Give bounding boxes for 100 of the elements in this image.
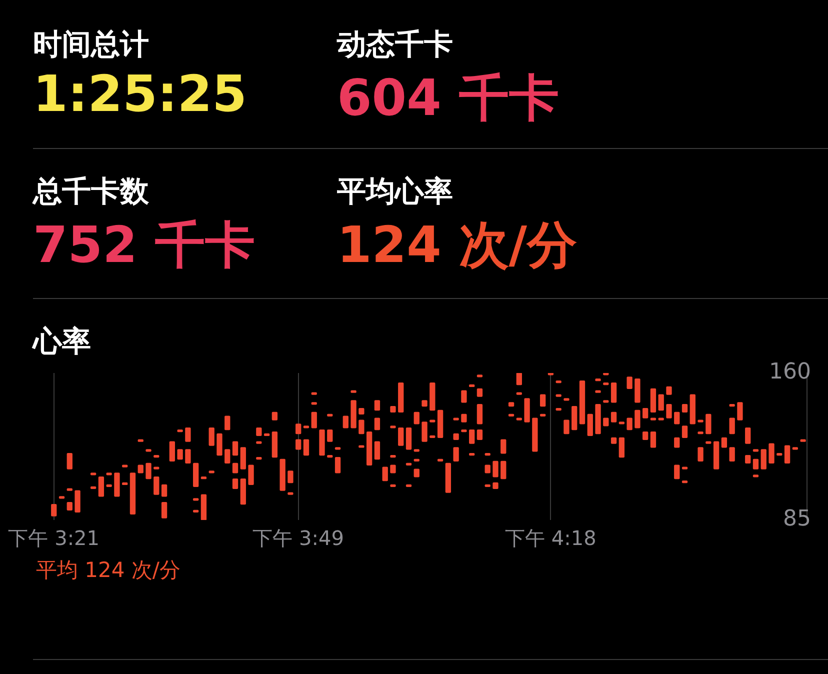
bar bbox=[240, 478, 246, 505]
bar bbox=[453, 433, 459, 440]
bar bbox=[232, 462, 238, 474]
bar bbox=[737, 402, 743, 420]
bar bbox=[66, 502, 72, 511]
x-tick-label: 下午 3:21 bbox=[8, 526, 100, 550]
bar bbox=[154, 476, 160, 495]
bar bbox=[721, 437, 728, 448]
bar bbox=[414, 412, 420, 424]
bar bbox=[634, 378, 640, 403]
bar bbox=[232, 478, 238, 489]
bar bbox=[524, 398, 530, 422]
bar bbox=[682, 404, 688, 413]
bar bbox=[603, 418, 609, 426]
bar bbox=[595, 404, 601, 434]
bar bbox=[130, 472, 136, 514]
text: 604 千卡 bbox=[337, 68, 559, 129]
bar bbox=[642, 408, 648, 418]
bar bbox=[358, 420, 364, 434]
bar bbox=[500, 439, 506, 454]
text: 总千卡数 bbox=[33, 173, 149, 210]
bar bbox=[516, 373, 522, 386]
bar bbox=[232, 441, 238, 456]
bar bbox=[422, 400, 428, 407]
bar bbox=[390, 464, 396, 474]
bar bbox=[674, 464, 680, 480]
x-tick-label: 下午 3:49 bbox=[252, 526, 344, 550]
bar bbox=[208, 428, 214, 446]
bar bbox=[74, 490, 80, 512]
bar bbox=[311, 412, 317, 428]
bar bbox=[66, 453, 72, 470]
bar bbox=[445, 462, 452, 493]
bar bbox=[216, 433, 222, 456]
bar bbox=[358, 408, 364, 414]
bar bbox=[572, 406, 578, 430]
bar bbox=[342, 416, 348, 428]
bar bbox=[224, 416, 230, 430]
bar bbox=[374, 441, 380, 460]
bar bbox=[272, 431, 278, 458]
bar bbox=[334, 456, 341, 474]
bar bbox=[768, 443, 774, 464]
bar bbox=[256, 428, 262, 436]
bar bbox=[634, 410, 640, 428]
chart-title: 心率 bbox=[33, 323, 91, 360]
bar bbox=[532, 418, 538, 452]
bar bbox=[674, 437, 680, 448]
bar bbox=[492, 460, 498, 478]
bar bbox=[650, 431, 656, 448]
bar bbox=[610, 382, 617, 403]
text: 1:25:25 bbox=[33, 65, 247, 123]
bar bbox=[784, 445, 790, 464]
bar bbox=[398, 428, 404, 446]
bar bbox=[374, 418, 380, 430]
bar bbox=[177, 449, 183, 460]
bar bbox=[618, 437, 625, 458]
bar bbox=[98, 476, 104, 497]
bar bbox=[666, 386, 672, 395]
bar bbox=[366, 431, 372, 466]
bar bbox=[476, 404, 483, 424]
bar bbox=[706, 414, 712, 434]
bar bbox=[224, 449, 230, 464]
text: 124 次/分 bbox=[337, 215, 578, 276]
bar bbox=[666, 404, 672, 418]
bar bbox=[240, 447, 246, 470]
bar bbox=[492, 482, 498, 489]
bar bbox=[192, 462, 199, 488]
bar bbox=[476, 430, 483, 440]
bar bbox=[610, 437, 617, 444]
bar bbox=[540, 394, 546, 407]
y-tick-label: 160 bbox=[769, 360, 811, 385]
bar bbox=[185, 428, 191, 442]
bar bbox=[374, 400, 380, 411]
bar bbox=[745, 454, 751, 464]
bar bbox=[642, 431, 648, 440]
bar bbox=[674, 412, 680, 424]
text: 时间总计 bbox=[33, 26, 149, 63]
bar bbox=[760, 449, 766, 470]
bar bbox=[296, 424, 302, 434]
bar bbox=[288, 470, 294, 484]
y-tick-label: 85 bbox=[783, 506, 811, 532]
bar bbox=[729, 447, 735, 462]
bar bbox=[161, 502, 168, 518]
text: 动态千卡 bbox=[337, 26, 453, 63]
bar bbox=[752, 458, 759, 470]
bar bbox=[406, 428, 412, 450]
bar bbox=[610, 412, 617, 422]
bar bbox=[382, 466, 388, 482]
bar bbox=[564, 420, 570, 434]
bar bbox=[461, 390, 467, 403]
bar bbox=[414, 468, 420, 478]
bar bbox=[422, 422, 428, 442]
bar bbox=[476, 388, 483, 397]
bar bbox=[169, 441, 175, 462]
bar bbox=[690, 394, 696, 424]
bar bbox=[398, 382, 404, 413]
bar bbox=[272, 412, 278, 420]
bar bbox=[729, 418, 735, 434]
bar bbox=[437, 410, 444, 438]
bar bbox=[390, 406, 396, 413]
bar bbox=[579, 380, 586, 424]
